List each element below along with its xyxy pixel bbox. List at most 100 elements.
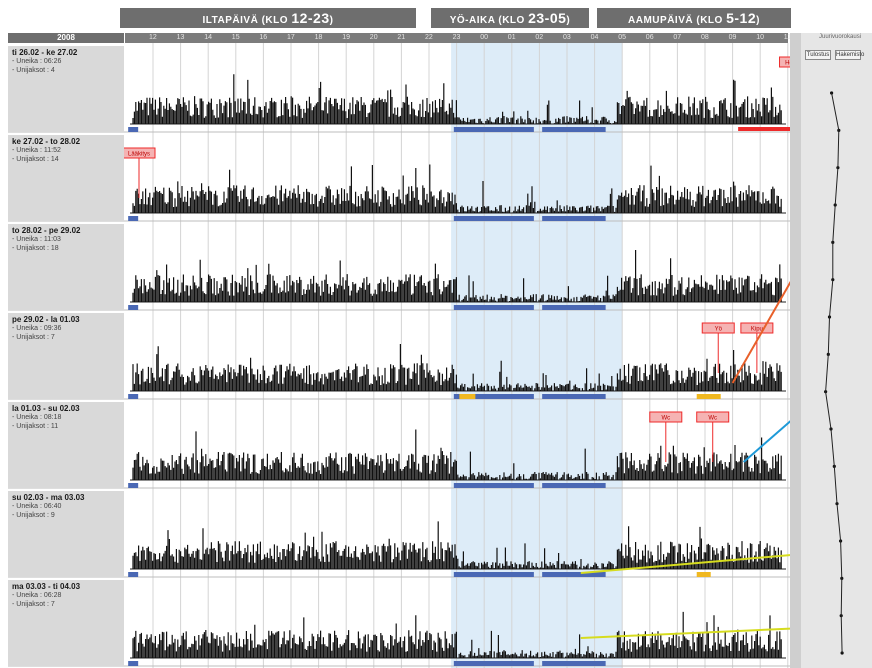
- sleep-period-bar: [128, 572, 139, 577]
- toilet-tag-label: Wc: [708, 416, 717, 422]
- hour-label: 07: [673, 34, 682, 41]
- hour-label: 03: [563, 34, 571, 41]
- day-sleep-text: - Uneika : 06:28: [12, 592, 62, 599]
- day-wakeups-text: - Unijaksot : 14: [12, 156, 59, 163]
- activity-trace: [132, 521, 782, 569]
- pain-tag-label: Kipu: [751, 327, 763, 333]
- side-panel: Juurivuorokausi Tulostus Hakemisto: [800, 33, 872, 668]
- trend-point: [830, 91, 834, 95]
- day-info-panel[interactable]: ma 03.03 - ti 04.03- Uneika : 06:28 - Uni…: [8, 580, 124, 666]
- day-info-panel[interactable]: pe 29.02 - la 01.03- Uneika : 09:36 - Uni…: [8, 313, 124, 399]
- hour-label: 17: [287, 34, 295, 41]
- day-wakeups-text: - Unijaksot : 4: [12, 67, 55, 74]
- hour-label: 22: [425, 34, 433, 41]
- day-wakeups-text: - Unijaksot : 11: [12, 423, 59, 430]
- day-sleep-text: - Uneika : 08:18: [12, 414, 62, 421]
- afternoon-banner: ILTAPÄIVÄ (KLO 12-23): [120, 8, 416, 28]
- hour-label: 06: [645, 34, 654, 41]
- side-panel-title: Juurivuorokausi: [819, 34, 862, 40]
- hour-label: 11: [783, 34, 792, 41]
- sleep-period-bar: [453, 216, 534, 221]
- hour-label: 19: [342, 34, 350, 41]
- hour-label: 15: [231, 34, 240, 41]
- activity-trace: [132, 250, 782, 302]
- day-date-text: ma 03.03 - ti 04.03: [12, 582, 81, 591]
- sleep-period-bar: [453, 661, 534, 666]
- trend-point: [840, 651, 844, 655]
- day-wakeups-text: - Unijaksot : 18: [12, 245, 59, 252]
- day-sleep-text: - Uneika : 11:03: [12, 236, 61, 243]
- hour-label: 21: [397, 34, 406, 41]
- sleep-period-bar: [453, 394, 534, 399]
- day-info-panel[interactable]: su 02.03 - ma 03.03- Uneika : 06:40 - Uni…: [8, 491, 124, 577]
- day-sleep-text: - Uneika : 06:40: [12, 503, 62, 510]
- hour-label: 09: [728, 34, 737, 41]
- trend-line: [825, 92, 843, 654]
- sleep-period-bar: [128, 483, 139, 488]
- scroll-strip[interactable]: [790, 33, 800, 668]
- night-tag-label: Yö: [715, 327, 723, 333]
- index-button[interactable]: Hakemisto: [835, 50, 865, 60]
- activity-trace: [132, 74, 782, 124]
- hour-label: 14: [204, 34, 212, 41]
- year-label: 2008: [8, 33, 124, 43]
- sleep-period-bar: [128, 305, 139, 310]
- day-info-panel[interactable]: to 28.02 - pe 29.02- Uneika : 11:03 - Uni…: [8, 224, 124, 310]
- event-bar: [696, 394, 721, 399]
- day-date-text: pe 29.02 - la 01.03: [12, 315, 80, 324]
- day-date-text: su 02.03 - ma 03.03: [12, 493, 85, 502]
- hour-label: 16: [259, 34, 268, 41]
- hour-label: 02: [535, 34, 544, 41]
- day-sleep-text: - Uneika : 06:26: [12, 58, 62, 65]
- event-marker-bar: [738, 127, 810, 131]
- event-bar: [696, 572, 711, 577]
- sleep-period-bar: [542, 127, 606, 132]
- sleep-period-bar: [453, 305, 534, 310]
- day-sleep-text: - Uneika : 11:52: [12, 147, 61, 154]
- hour-label: 08: [701, 34, 709, 41]
- sleep-period-bar: [542, 394, 606, 399]
- day-date-text: ti 26.02 - ke 27.02: [12, 48, 78, 57]
- hour-label: 23: [452, 34, 461, 41]
- hour-label: 01: [507, 34, 516, 41]
- hour-label: 20: [369, 34, 378, 41]
- sleep-period-bar: [128, 394, 139, 399]
- hour-label: 04: [590, 34, 599, 41]
- sleep-period-bar: [542, 661, 606, 666]
- day-sleep-text: - Uneika : 09:36: [12, 325, 62, 332]
- hour-label: 18: [314, 34, 323, 41]
- day-info-panel[interactable]: ti 26.02 - ke 27.02- Uneika : 06:26 - Uni…: [8, 46, 124, 132]
- trend-curve: [824, 91, 844, 655]
- activity-trace: [132, 429, 782, 480]
- day-wakeups-text: - Unijaksot : 7: [12, 601, 55, 608]
- sleep-period-bar: [128, 661, 139, 666]
- sleep-period-bar: [453, 483, 534, 488]
- medication-tag-label: Lääkitys: [128, 152, 150, 158]
- hour-label: 12: [149, 34, 157, 41]
- sleep-period-bar: [542, 305, 606, 310]
- day-info-panel[interactable]: la 01.03 - su 02.03- Uneika : 08:18 - Uni…: [8, 402, 124, 488]
- night-banner: YÖ-AIKA (KLO 23-05): [431, 8, 589, 28]
- print-button[interactable]: Tulostus: [805, 50, 831, 60]
- hour-label: 10: [756, 34, 764, 41]
- activity-trace: [132, 164, 782, 213]
- sleep-period-bar: [453, 127, 534, 132]
- day-date-text: la 01.03 - su 02.03: [12, 404, 80, 413]
- sleep-period-bar: [128, 127, 139, 132]
- activity-trace: [132, 611, 782, 658]
- hour-label: 00: [480, 34, 488, 41]
- sleep-period-bar: [453, 572, 534, 577]
- sleep-period-bar: [128, 216, 139, 221]
- day-wakeups-text: - Unijaksot : 7: [12, 334, 55, 341]
- morning-banner: AAMUPÄIVÄ (KLO 5-12): [597, 8, 791, 28]
- toilet-tag-label: Wc: [661, 416, 670, 422]
- hour-ruler: 12 13 14 15 16 17 18 19 20 21 22 23 00 01 02 03 04 05 06 07…: [125, 33, 792, 43]
- day-date-text: to 28.02 - pe 29.02: [12, 226, 81, 235]
- hour-label: 13: [176, 34, 185, 41]
- day-info-panel[interactable]: ke 27.02 - to 28.02- Uneika : 11:52 - Uni…: [8, 135, 124, 221]
- day-date-text: ke 27.02 - to 28.02: [12, 137, 81, 146]
- activity-trace: [132, 344, 782, 391]
- sleep-period-bar: [542, 483, 606, 488]
